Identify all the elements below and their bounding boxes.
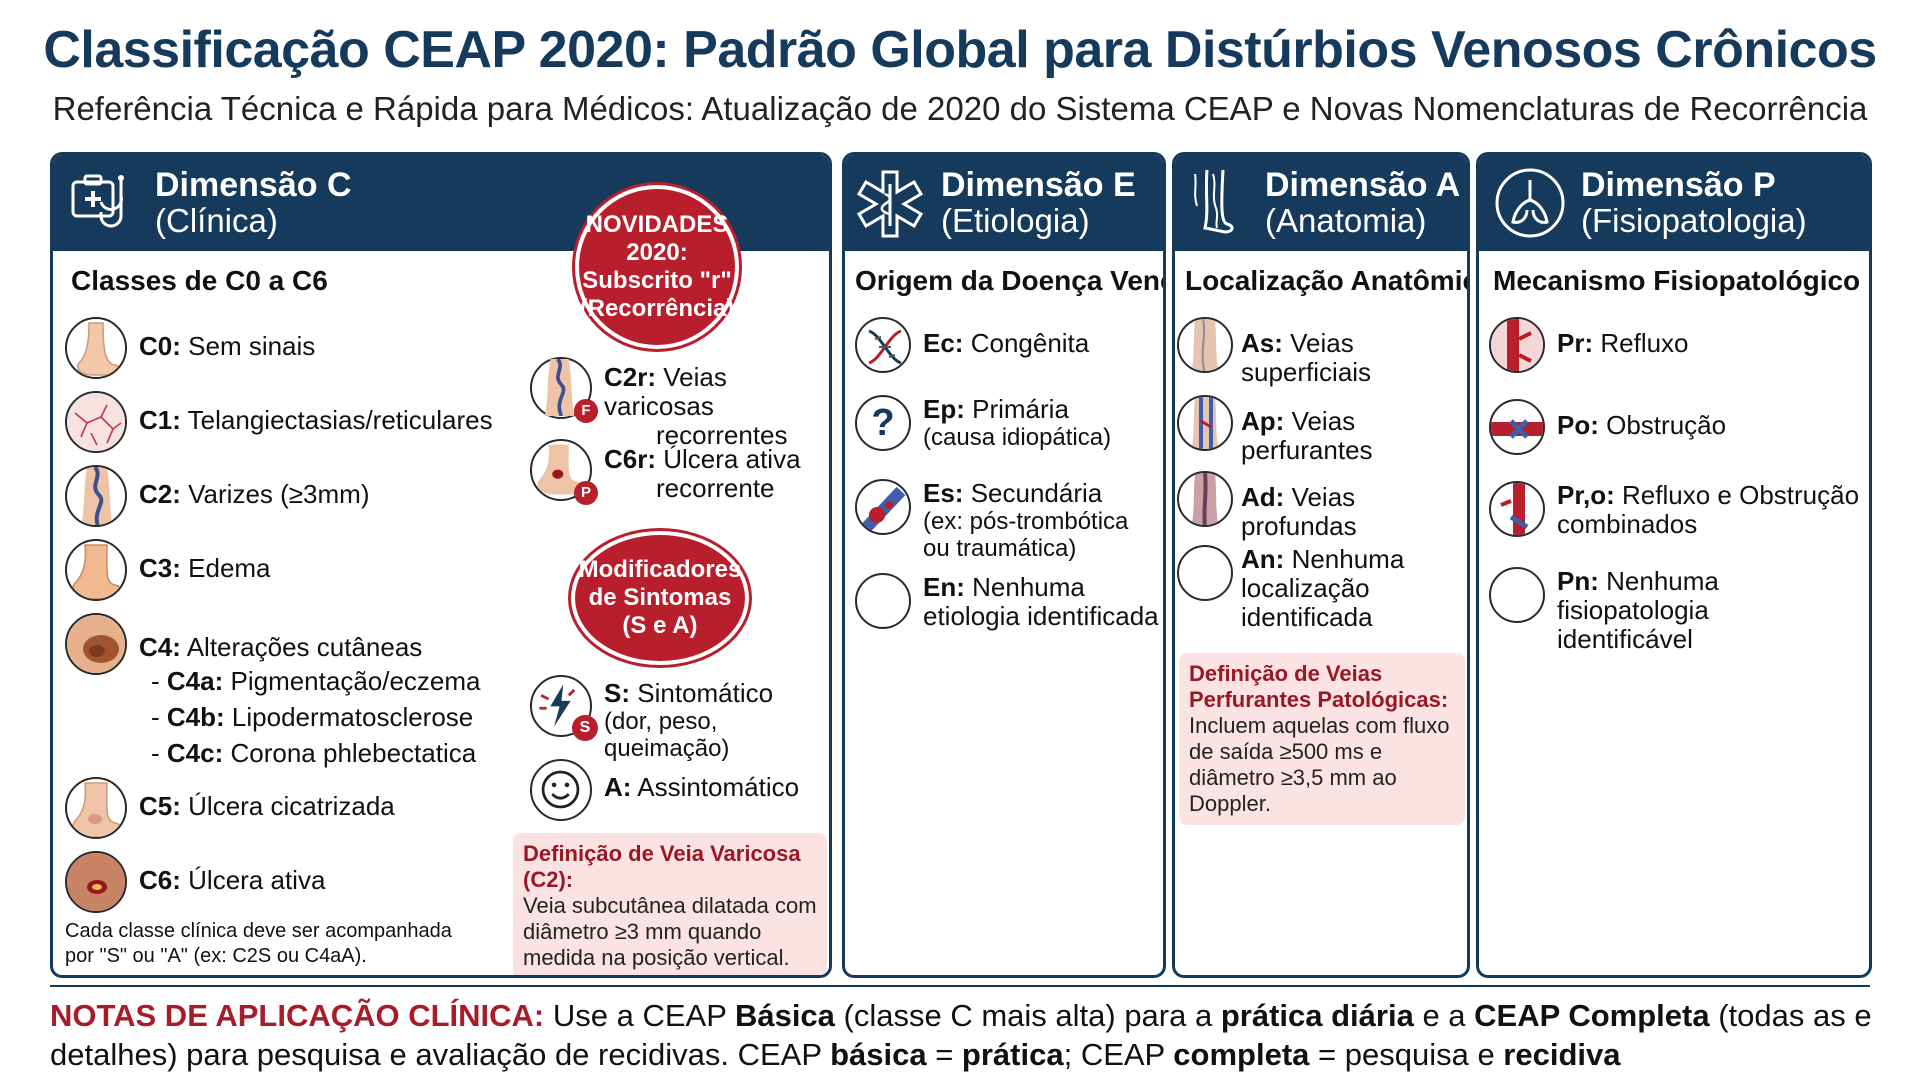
- c2-text: Varizes (≥3mm): [188, 479, 370, 509]
- c4-code: C4:: [139, 632, 181, 662]
- active-ulcer-icon: [65, 851, 127, 913]
- panel-p-title: Dimensão P: [1581, 165, 1776, 204]
- varicose-veins-icon: [65, 465, 127, 527]
- list-item-ep: ? Ep: Primária (causa idiopática): [855, 395, 1111, 451]
- c2-code: C2:: [139, 479, 181, 509]
- c1-code: C1:: [139, 405, 181, 435]
- panel-c-subtitle: (Clínica): [155, 201, 278, 239]
- list-item-ec: Ec: Congênita: [855, 317, 1089, 373]
- list-item-asymptomatic: A: Assintomático: [530, 759, 799, 821]
- reflux-vein-icon: [1489, 317, 1545, 373]
- list-item-c1: C1: Telangiectasias/reticulares: [65, 391, 493, 453]
- list-item-c2: C2: Varizes (≥3mm): [65, 465, 370, 527]
- panel-e-header: Dimensão E (Etiologia): [845, 155, 1163, 251]
- page-subtitle: Referência Técnica e Rápida para Médicos…: [52, 90, 1868, 127]
- panel-clinica: Dimensão C (Clínica) Classes de C0 a C6 …: [50, 152, 832, 978]
- c6-code: C6:: [139, 865, 181, 895]
- footer-divider: [50, 985, 1870, 987]
- list-item-c6: C6: Úlcera ativa: [65, 851, 325, 913]
- superficial-veins-icon: [1177, 317, 1233, 373]
- thrombus-icon: [855, 479, 911, 535]
- c3-text: Edema: [188, 553, 271, 583]
- panel-anatomia: Dimensão A (Anatomia) Localização Anatôm…: [1172, 152, 1470, 978]
- c5-code: C5:: [139, 791, 181, 821]
- empty-circle-icon: [1489, 567, 1545, 623]
- list-item-en: En: Nenhuma etiologia identificada: [855, 573, 1159, 631]
- dna-icon: [855, 317, 911, 373]
- list-item-es: Es: Secundária (ex: pós-trombótica ou trau…: [855, 479, 1128, 562]
- empty-circle-icon: [1177, 545, 1233, 601]
- clinical-notes: NOTAS DE APLICAÇÃO CLÍNICA: Use a CEAP B…: [50, 998, 1872, 1072]
- leg-veins-icon: [1194, 169, 1234, 234]
- panel-c-section: Classes de C0 a C6: [71, 265, 328, 296]
- skin-changes-icon: [65, 613, 127, 675]
- list-item-c3: C3: Edema: [65, 539, 271, 601]
- foot-normal-icon: [65, 317, 127, 379]
- list-item-c4: C4: Alterações cutâneas: [65, 613, 422, 675]
- smiley-face-icon: [530, 759, 592, 821]
- obstruction-vein-icon: [1489, 399, 1545, 455]
- list-item-pr: Pr: Refluxo: [1489, 317, 1689, 373]
- reflux-obstruction-icon: [1489, 481, 1545, 537]
- tag-s: S: [572, 715, 598, 741]
- list-item-c6r: P C6r: Úlcera ativa recorrente: [530, 439, 801, 505]
- c0-code: C0:: [139, 331, 181, 361]
- list-item-an: An: Nenhuma localização identificada: [1177, 545, 1404, 632]
- panel-a-header: Dimensão A (Anatomia): [1175, 155, 1467, 251]
- panel-e-subtitle: (Etiologia): [941, 201, 1090, 239]
- panel-etiologia: Dimensão E (Etiologia) Origem da Doença …: [842, 152, 1166, 978]
- recurrent-ulcer-icon: P: [530, 439, 598, 505]
- recurrent-varicose-icon: F: [530, 357, 598, 423]
- list-item-c0: C0: Sem sinais: [65, 317, 315, 379]
- list-item-c4b: - C4b: Lipodermatosclerose: [151, 702, 474, 732]
- tag-f: F: [574, 399, 598, 423]
- panel-p-header: Dimensão P (Fisiopatologia): [1479, 155, 1869, 251]
- perforator-definition-box: Definição de Veias Perfurantes Patológic…: [1179, 653, 1465, 825]
- list-item-c4c: - C4c: Corona phlebectatica: [151, 738, 477, 768]
- novidades-2020-badge: NOVIDADES 2020: Subscrito "r" (Recorrênc…: [579, 189, 735, 345]
- medical-kit-stethoscope-icon: [71, 174, 124, 228]
- list-item-pro: Pr,o: Refluxo e Obstrução combinados: [1489, 481, 1859, 539]
- list-item-c2r: F C2r: Veias varicosas recorrentes: [530, 357, 829, 450]
- panel-e-section: Origem da Doença Venosa: [855, 265, 1163, 296]
- panel-c-title: Dimensão C: [155, 165, 352, 204]
- healed-ulcer-icon: [65, 777, 127, 839]
- tag-p: P: [574, 481, 598, 505]
- c6-text: Úlcera ativa: [188, 865, 326, 895]
- c1-text: Telangiectasias/reticulares: [187, 405, 493, 435]
- c0-text: Sem sinais: [188, 331, 316, 361]
- edema-foot-icon: [65, 539, 127, 601]
- list-item-symptomatic: S S: Sintomático (dor, peso, queimação): [530, 675, 829, 762]
- perforating-veins-icon: [1177, 395, 1233, 451]
- list-item-c5: C5: Úlcera cicatrizada: [65, 777, 395, 839]
- varicose-definition-box: Definição de Veia Varicosa (C2): Veia su…: [513, 833, 827, 975]
- empty-circle-icon: [855, 573, 911, 629]
- star-of-life-icon: [856, 170, 924, 238]
- panel-p-subtitle: (Fisiopatologia): [1581, 201, 1807, 239]
- list-item-c4a: - C4a: Pigmentação/eczema: [151, 666, 481, 696]
- list-item-po: Po: Obstrução: [1489, 399, 1726, 455]
- panel-fisiopatologia: Dimensão P (Fisiopatologia) Mecanismo Fi…: [1476, 152, 1872, 978]
- list-item-ap: Ap: Veias perfurantes: [1177, 395, 1467, 465]
- page-title: Classificação CEAP 2020: Padrão Global p…: [43, 21, 1877, 79]
- c3-code: C3:: [139, 553, 181, 583]
- list-item-as: As: Veias superficiais: [1177, 317, 1467, 387]
- panel-a-subtitle: (Anatomia): [1265, 201, 1427, 239]
- panel-e-title: Dimensão E: [941, 165, 1136, 204]
- c4-text: Alterações cutâneas: [186, 632, 423, 662]
- question-mark-icon: ?: [855, 395, 911, 451]
- list-item-ad: Ad: Veias profundas: [1177, 471, 1467, 541]
- panel-a-section: Localização Anatômica: [1185, 265, 1470, 296]
- modificadores-badge: Modificadores de Sintomas (S e A): [575, 535, 745, 661]
- c5-text: Úlcera cicatrizada: [188, 791, 395, 821]
- telangiectasia-icon: [65, 391, 127, 453]
- list-item-pn: Pn: Nenhuma fisiopatologia identificável: [1489, 567, 1869, 654]
- panel-a-title: Dimensão A: [1265, 165, 1461, 204]
- lightning-pain-icon: S: [530, 675, 598, 741]
- c-class-note: Cada classe clínica deve ser acompanhada…: [65, 920, 452, 967]
- deep-veins-icon: [1177, 471, 1233, 527]
- panel-p-section: Mecanismo Fisiopatológico: [1493, 265, 1861, 296]
- lungs-icon: [1495, 168, 1565, 238]
